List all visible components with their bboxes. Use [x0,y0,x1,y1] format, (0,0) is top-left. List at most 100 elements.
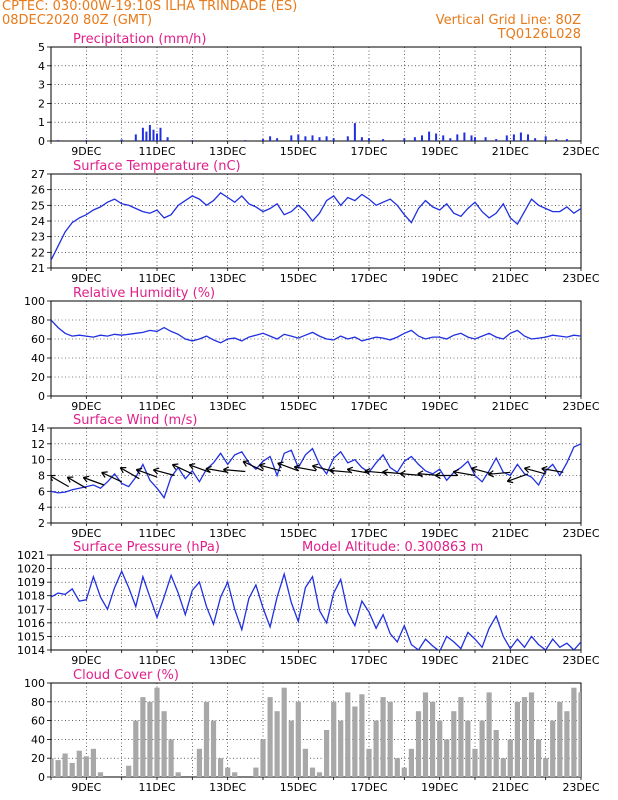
cloud-bar [415,711,422,777]
cloud-bar [571,687,577,777]
y-tick-label: 3 [38,79,45,92]
cloud-bar [472,748,478,777]
wind-arrow [277,461,299,472]
cloud-bar [521,697,528,777]
precip-bar [527,134,529,141]
panel-title: Surface Temperature (nC) [73,159,241,174]
wind-arrow [258,462,281,472]
precip-bar [311,135,314,141]
cloud-bar [408,748,414,777]
cloud-bar [316,772,323,777]
panel-title: Precipitation (mm/h) [73,32,206,47]
y-tick-label: 1015 [17,630,45,643]
x-tick-label: 11DEC [138,272,175,285]
precip-bar [290,135,293,141]
cloud-bar [387,701,393,777]
y-tick-label: 24 [31,215,45,228]
wind-arrow [399,470,423,478]
cloud-bar [479,720,485,777]
cloud-bar [430,701,436,777]
panel-title: Surface Pressure (hPa) [73,540,220,555]
precip-bar [191,140,194,141]
x-tick-label: 9DEC [71,272,101,285]
wind-arrow [470,466,493,475]
wind-arrow [171,463,193,475]
precip-bar [382,139,385,141]
cloud-bar [97,772,104,777]
panel-3 [47,300,582,399]
x-tick-label: 9DEC [71,781,101,794]
precip-bar [120,139,123,141]
precip-bar [145,131,148,141]
cloud-bar [331,701,337,777]
x-tick-label: 9DEC [71,654,101,667]
wind-arrow [101,471,122,483]
precip-bar [262,139,264,141]
plot-frame [50,300,582,397]
precip-bar [519,132,522,141]
x-tick-label: 21DEC [492,145,529,158]
x-tick-label: 13DEC [209,272,246,285]
series-line [51,319,581,344]
precip-bar [442,135,445,141]
precip-bar [474,137,476,141]
cloud-bar [83,756,89,777]
y-tick-label: 14 [31,422,45,435]
cloud-bar [536,739,542,777]
y-tick-label: 2 [38,97,45,110]
cloud-bar [168,739,174,777]
wind-arrow [82,475,105,486]
precip-bar [421,135,423,141]
model-altitude-label: Model Altitude: 0.300863 m [302,540,483,555]
precip-bar [325,136,328,141]
x-tick-label: 21DEC [492,654,529,667]
panel-6 [47,682,582,780]
y-tick-label: 0 [38,390,45,403]
cloud-bar [324,730,330,777]
x-tick-label: 17DEC [350,400,387,413]
cloud-bar [465,720,471,777]
x-tick-label: 21DEC [492,272,529,285]
x-tick-label: 23DEC [562,145,599,158]
wind-arrow [452,468,476,477]
precip-bar [318,137,321,141]
series-line [51,569,581,650]
panel-4 [47,427,582,526]
x-tick-label: 17DEC [350,781,387,794]
cloud-bar [302,748,308,777]
y-tick-label: 80 [31,314,45,327]
y-tick-label: 10 [31,454,45,467]
plot-frame [50,46,582,142]
header-run-date: 08DEC2020 80Z (GMT) [2,13,153,28]
precip-bar [276,138,279,141]
cloud-bar [373,720,379,777]
panel-title: Surface Wind (m/s) [73,413,197,428]
cloud-bar [147,701,153,777]
precip-bar [360,137,363,141]
cloud-bar [564,711,570,777]
y-tick-label: 25 [31,199,45,212]
precip-bar [505,135,508,141]
precip-bar [269,136,272,141]
y-tick-label: 4 [38,60,45,73]
y-tick-label: 1014 [17,644,45,657]
precip-bar [297,134,300,141]
wind-arrow [541,465,564,473]
precip-bar [57,140,60,141]
plot-frame [50,554,582,651]
y-tick-label: 27 [31,168,45,181]
y-tick-label: 1017 [17,603,45,616]
x-tick-label: 11DEC [138,145,175,158]
x-tick-label: 17DEC [350,654,387,667]
cloud-bar [345,692,351,777]
cloud-bar [140,697,146,777]
precip-bar [346,136,349,141]
cloud-bar [154,687,160,777]
x-tick-label: 21DEC [492,400,529,413]
x-tick-label: 19DEC [421,527,458,540]
precip-bar [484,137,487,141]
y-tick-label: 4 [38,501,45,514]
precip-bar [555,139,558,141]
cloud-bar [253,767,259,777]
cloud-bar [394,758,400,777]
